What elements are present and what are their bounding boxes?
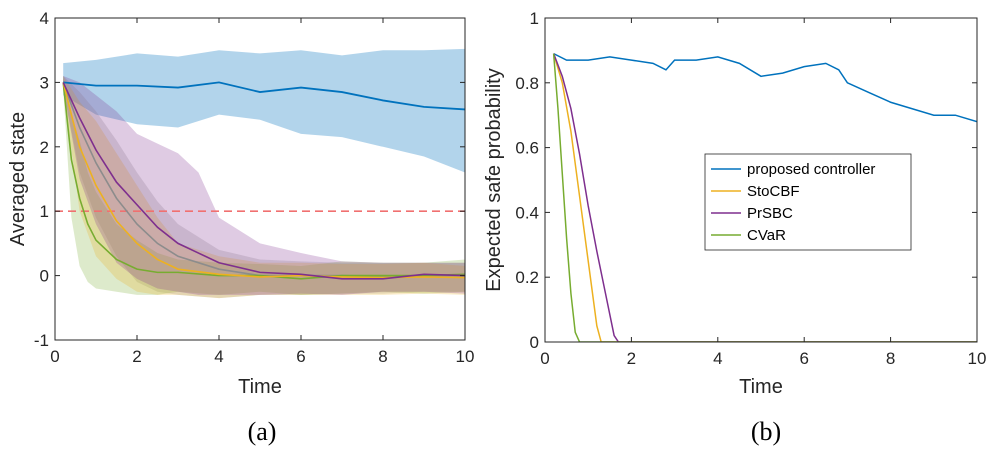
band-cvar [63,75,465,295]
y-tick-label: -1 [34,331,49,350]
series-line-proposed-controller [553,52,977,123]
y-tick-label: 4 [40,9,49,28]
y-tick-label: 0 [40,267,49,286]
x-tick-label: 2 [627,349,636,368]
x-tick-label: 4 [713,349,722,368]
band-gray-band [63,75,465,299]
plot-area [55,18,465,340]
legend-box [704,153,912,251]
axes-box [54,17,466,341]
series-line-prsbc [62,82,465,280]
series-line-stocbf [62,82,465,279]
y-tick-label: 1 [40,202,49,221]
series-line-cvar [62,82,465,280]
x-axis-label: Time [739,376,783,398]
legend-label: StoCBF [747,183,800,200]
y-tick-label: 0.2 [515,268,539,287]
series-line-cvar [552,53,977,342]
plot-content [552,52,977,342]
axes-box [544,17,978,343]
y-tick-label: 0.4 [515,203,539,222]
x-tick-label: 8 [378,347,387,366]
y-axis-label: Expected safe probability [483,68,505,291]
y-tick-label: 0 [530,333,539,352]
series-line-proposed-controller [63,81,465,111]
legend: proposed controller StoCBF PrSBC CVaR [704,153,912,251]
y-axis-label: Averaged state [7,112,29,246]
x-tick-label: 2 [132,347,141,366]
x-tick-label: 4 [214,347,223,366]
y-tick-label: 0.8 [515,74,539,93]
legend-label: PrSBC [747,205,793,222]
panel-caption: (b) [751,417,781,446]
x-axis-label: Time [238,376,282,398]
legend-label: proposed controller [747,161,875,178]
y-tick-label: 2 [40,138,49,157]
y-tick-label: 1 [530,9,539,28]
legend-label: CVaR [747,227,786,244]
series-line-stocbf [552,53,977,342]
y-tick-label: 0.6 [515,139,539,158]
band-prsbc [63,75,465,295]
x-tick-label: 10 [968,349,987,368]
band-stocbf [63,75,465,299]
x-tick-label: 10 [456,347,475,366]
x-tick-label: 8 [886,349,895,368]
plot-content [55,48,465,299]
x-tick-label: 6 [799,349,808,368]
x-tick-label: 6 [296,347,305,366]
x-tick-label: 0 [540,349,549,368]
series-line-prsbc [552,53,977,342]
y-tick-label: 3 [40,73,49,92]
band-proposed-controller [63,48,465,173]
panel-b: 0 2 4 6 8 10 0 0.2 0.4 0.6 0.8 1 Time Expected safe p… [483,9,986,446]
panel-caption: (a) [248,417,277,446]
x-tick-label: 0 [50,347,59,366]
